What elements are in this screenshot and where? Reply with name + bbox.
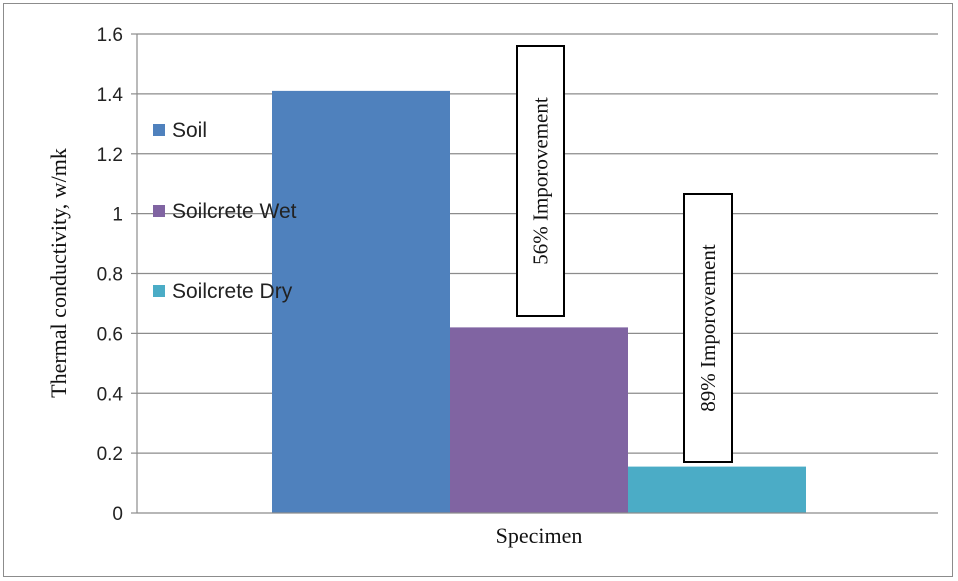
y-tick-label: 0.8 (97, 265, 123, 286)
y-tick-label: 1.4 (97, 85, 124, 106)
legend-swatch (153, 285, 165, 297)
legend-label: Soilcrete Wet (172, 200, 297, 223)
y-tick-label: 1 (112, 205, 123, 226)
y-tick-labels: 0 0.2 0.4 0.6 0.8 1 1.2 1.4 1.6 (97, 25, 124, 525)
bar-soil (272, 90, 450, 513)
y-tick-label: 0.4 (97, 384, 124, 405)
annotation-label: 89% Imporovement (696, 244, 720, 412)
bar-soilcrete-wet (450, 327, 628, 513)
bar-soilcrete-dry (628, 466, 806, 513)
y-tick-label: 1.2 (97, 145, 123, 166)
y-tick-label: 0 (112, 504, 123, 525)
legend: Soil Soilcrete Wet Soilcrete Dry (153, 119, 297, 303)
annotation-box (683, 193, 733, 463)
annotation-box (516, 45, 565, 317)
y-tick-label: 0.2 (97, 444, 123, 465)
legend-swatch (153, 205, 165, 217)
legend-swatch (153, 124, 165, 136)
y-axis-title: Thermal conductivity, w/mk (46, 148, 71, 398)
y-tick-label: 0.6 (97, 324, 123, 345)
x-axis-title: Specimen (496, 523, 583, 548)
annotations: 56% Imporovement 89% Imporovement (516, 45, 733, 463)
bars (272, 90, 806, 513)
y-tick-label: 1.6 (97, 25, 123, 46)
legend-label: Soil (172, 119, 207, 142)
annotation-label: 56% Imporovement (529, 97, 553, 265)
legend-label: Soilcrete Dry (172, 280, 293, 303)
